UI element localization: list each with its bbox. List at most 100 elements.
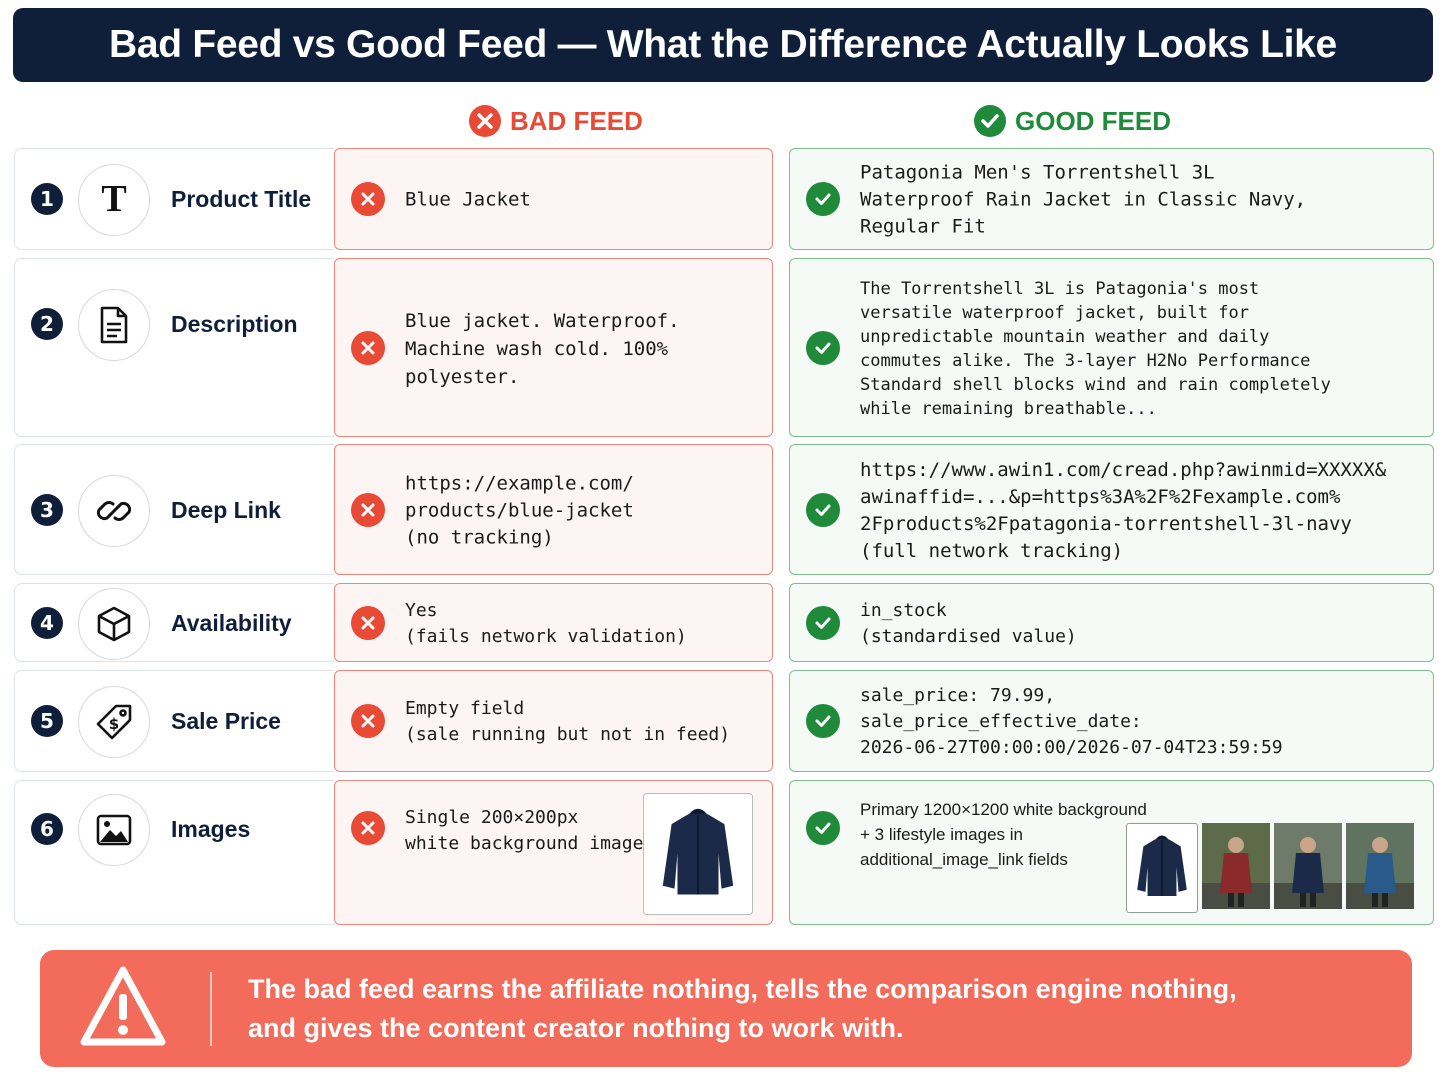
icon <box>100 306 128 344</box>
good-cell: in_stock (standardised value) <box>789 583 1434 662</box>
check-mark <box>806 704 840 738</box>
icon <box>97 606 131 641</box>
good-line: versatile waterproof jacket, built for <box>860 302 1249 323</box>
x-mark <box>351 605 385 640</box>
good-line: (standardised value) <box>860 625 1077 647</box>
bad-icon <box>469 105 501 137</box>
bad-line: white background image <box>405 833 644 854</box>
icon: $ <box>96 704 132 740</box>
row-number: 1 <box>31 183 63 215</box>
icon <box>96 814 132 846</box>
good-text: Primary 1200×1200 white background + 3 li… <box>860 797 1147 872</box>
icon <box>361 503 375 516</box>
x-mark <box>351 330 385 365</box>
row-number: 6 <box>31 813 63 845</box>
lifestyle-image <box>1346 823 1414 909</box>
warning-icon <box>80 966 166 1046</box>
good-line: https://www.awin1.com/cread.php?awinmid=… <box>860 458 1387 481</box>
good-label: GOOD FEED <box>1015 105 1172 136</box>
icon <box>815 617 831 629</box>
icon <box>96 500 132 521</box>
bad-line: (no tracking) <box>405 526 554 548</box>
icon: T <box>101 180 126 220</box>
good-icon <box>974 105 1006 137</box>
good-line: unpredictable mountain weather and daily <box>860 326 1270 347</box>
field-label: Availability <box>171 609 292 636</box>
field-panel: 6 Images <box>14 780 334 925</box>
bad-text: https://example.com/products/blue-jacket… <box>405 470 634 551</box>
row-number: 5 <box>31 705 63 737</box>
image-strip <box>1126 823 1414 913</box>
good-text: https://www.awin1.com/cread.php?awinmid=… <box>860 457 1386 565</box>
icon <box>361 714 375 728</box>
icon <box>815 715 831 727</box>
good-line: Patagonia Men's Torrentshell 3L <box>860 161 1215 184</box>
footer-text: The bad feed earns the affiliate nothing… <box>248 970 1237 1048</box>
check-mark <box>806 492 840 527</box>
bad-cell: Single 200×200px white background image <box>334 780 773 925</box>
lifestyle-image <box>1274 823 1342 909</box>
field-icon <box>78 289 150 361</box>
bad-line: polyester. <box>405 365 520 388</box>
field-label: Product Title <box>171 186 312 212</box>
field-panel: 1 T Product Title <box>14 148 334 250</box>
good-line: 2026-06-27T00:00:00/2026-07-04T23:59:59 <box>860 737 1283 758</box>
icon <box>815 504 831 516</box>
bad-text: Yes (fails network validation) <box>405 598 687 650</box>
bad-cell: Blue jacket. Waterproof. Machine wash col… <box>334 258 773 437</box>
good-text: in_stock (standardised value) <box>860 598 1077 650</box>
icon <box>361 192 375 206</box>
footer-line: and gives the content creator nothing to… <box>248 1013 904 1043</box>
field-icon: $ <box>78 686 150 758</box>
field-icon <box>78 474 150 547</box>
good-text: Patagonia Men's Torrentshell 3L Waterproo… <box>860 160 1306 241</box>
check-mark <box>806 330 840 365</box>
x-mark <box>351 811 385 845</box>
check-mark <box>806 182 840 216</box>
title-bar: Bad Feed vs Good Feed — What the Differe… <box>13 8 1433 82</box>
lifestyle-image <box>1202 823 1270 909</box>
good-text: sale_price: 79.99, sale_price_effective_d… <box>860 683 1283 761</box>
field-panel: 4 Availability <box>14 583 334 662</box>
svg-text:T: T <box>101 180 126 220</box>
bad-label: BAD FEED <box>510 105 643 136</box>
divider <box>210 972 212 1046</box>
bad-text: Empty field (sale running but not in feed… <box>405 696 730 748</box>
good-cell: Patagonia Men's Torrentshell 3L Waterproo… <box>789 148 1434 250</box>
bad-header: BAD FEED <box>468 102 643 140</box>
bad-line: Blue Jacket <box>405 188 531 211</box>
row-number: 4 <box>31 606 63 639</box>
icon <box>815 193 831 205</box>
good-line: in_stock <box>860 599 947 621</box>
good-cell: sale_price: 79.99, sale_price_effective_d… <box>789 670 1434 772</box>
field-icon <box>78 794 150 866</box>
bad-line: Single 200×200px <box>405 807 579 828</box>
good-line: Standard shell blocks wind and rain comp… <box>860 374 1331 395</box>
bad-line: Yes <box>405 599 438 621</box>
good-line: 2Fproducts%2Fpatagonia-torrentshell-3l-n… <box>860 512 1352 535</box>
field-label: Deep Link <box>171 496 281 523</box>
product-image <box>1131 829 1193 903</box>
icon <box>361 341 375 354</box>
bad-text: Single 200×200px white background image <box>405 805 643 857</box>
footer-line: The bad feed earns the affiliate nothing… <box>248 974 1237 1004</box>
good-line: Primary 1200×1200 white background <box>860 800 1147 819</box>
row-number: 2 <box>31 308 63 340</box>
good-line: sale_price_effective_date: <box>860 711 1142 732</box>
good-line: awinaffid=...&p=https%3A%2F%2Fexample.co… <box>860 485 1341 508</box>
good-line: while remaining breathable... <box>860 398 1157 419</box>
x-mark <box>351 704 385 738</box>
good-line: Regular Fit <box>860 215 986 238</box>
good-cell: The Torrentshell 3L is Patagonia's most v… <box>789 258 1434 437</box>
good-line: sale_price: 79.99, <box>860 685 1056 706</box>
footer: The bad feed earns the affiliate nothing… <box>40 950 1412 1067</box>
field-panel: 3 Deep Link <box>14 444 334 575</box>
bad-line: Blue jacket. Waterproof. <box>405 309 680 332</box>
bad-text: Blue Jacket <box>405 187 531 214</box>
bad-text: Blue jacket. Waterproof. Machine wash col… <box>405 307 680 391</box>
bad-line: products/blue-jacket <box>405 499 634 521</box>
check-mark <box>806 811 840 845</box>
bad-cell: https://example.com/products/blue-jacket… <box>334 444 773 575</box>
x-mark <box>351 492 385 527</box>
